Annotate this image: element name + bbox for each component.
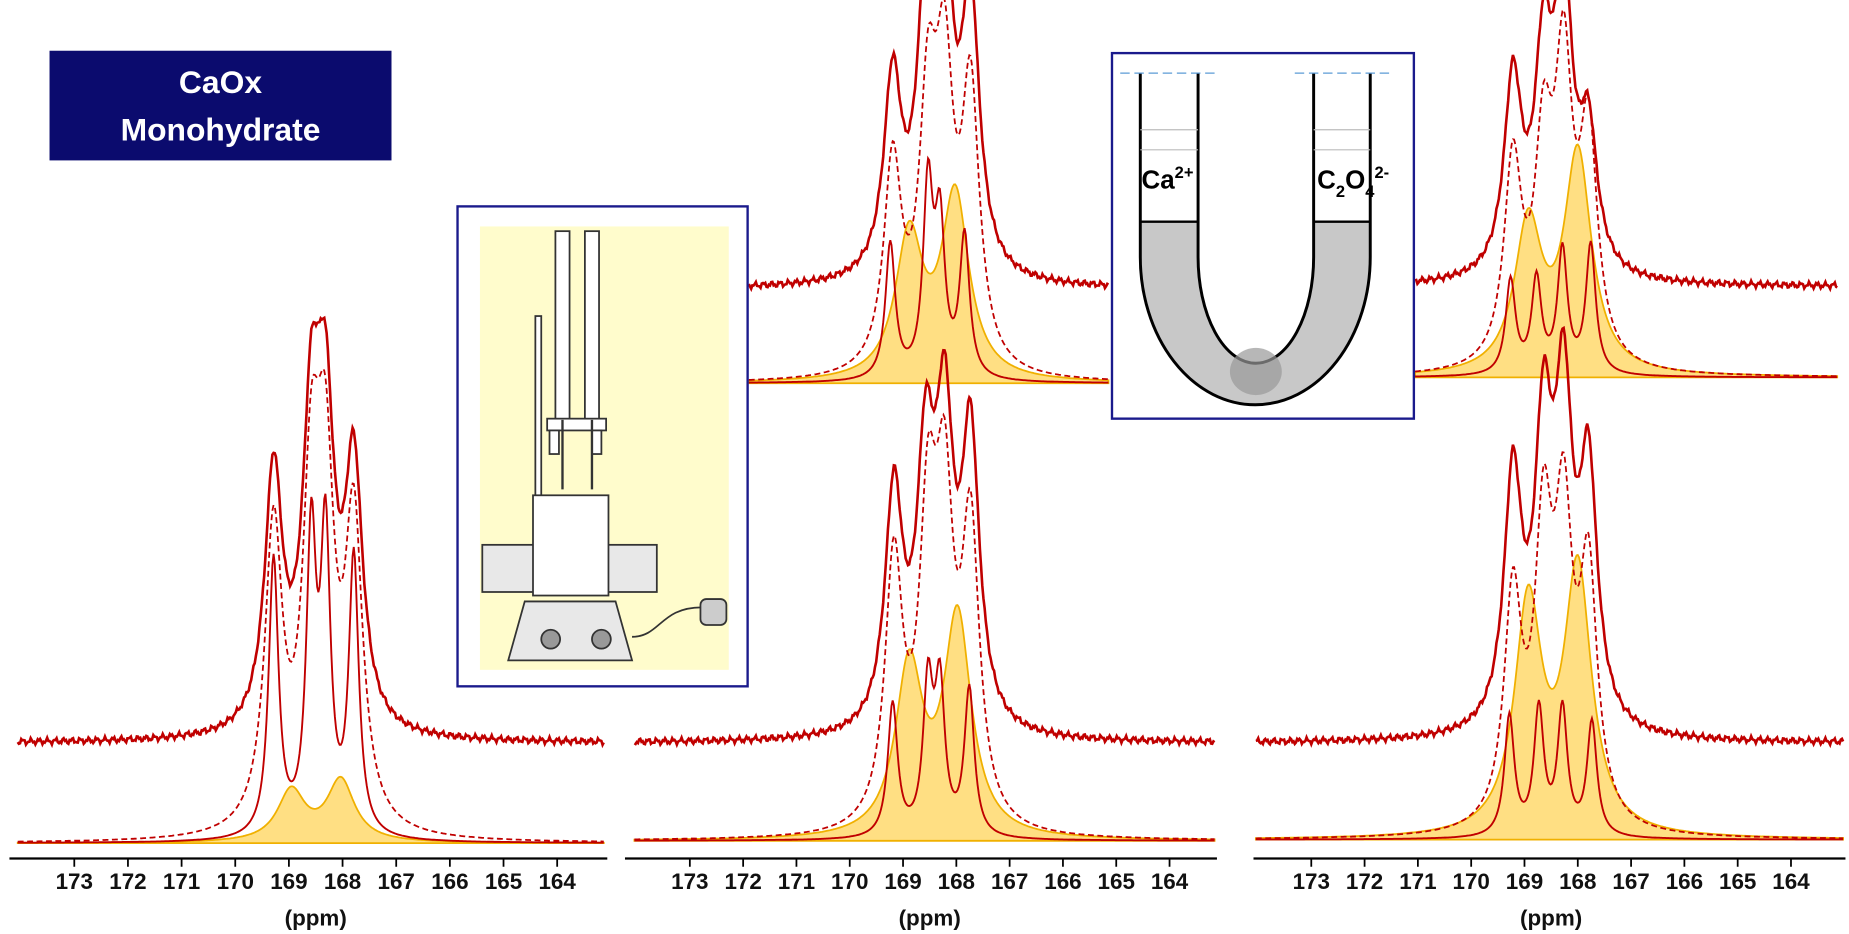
tick-label: 169: [884, 869, 921, 894]
tick-label: 168: [324, 869, 361, 894]
ion-label: Ca2+: [1141, 164, 1193, 195]
tick-label: 164: [1151, 869, 1189, 894]
tick-label: 165: [1098, 869, 1135, 894]
tick-label: 165: [1719, 869, 1756, 894]
ion-text: O: [1345, 167, 1365, 195]
deconvolution: [634, 656, 1215, 842]
tick-label: 173: [56, 869, 93, 894]
simulated-spectrum: [634, 412, 1215, 841]
tick-label: 167: [991, 869, 1028, 894]
tick-label: 172: [109, 869, 146, 894]
spectra: [16, 0, 1845, 845]
label-box: [49, 50, 392, 161]
label-line: CaOx: [179, 64, 262, 100]
ion-text: Ca: [1141, 167, 1175, 195]
deconvolution: [1255, 699, 1844, 841]
tick-label: 172: [1346, 869, 1383, 894]
deconvolution: [1415, 240, 1838, 379]
deconvolution: [748, 155, 1109, 384]
ion-sup: 2+: [1175, 164, 1194, 182]
ion-sub: 4: [1365, 183, 1375, 201]
axis-label: (ppm): [899, 906, 961, 931]
tick-label: 167: [378, 869, 415, 894]
tick-label: 167: [1612, 869, 1649, 894]
u-tube-inset: Ca2+ C2O42-: [1110, 51, 1416, 420]
tick-label: 170: [831, 869, 868, 894]
deconvolution: [17, 493, 604, 844]
tick-label: 164: [1772, 869, 1810, 894]
tick-label: 171: [778, 869, 815, 894]
simulated-spectrum: [748, 0, 1109, 381]
tick-label: 173: [671, 869, 708, 894]
experimental-spectrum: [633, 348, 1216, 749]
tick-label: 172: [724, 869, 761, 894]
tick-label: 169: [1506, 869, 1543, 894]
experimental-spectrum: [1255, 325, 1845, 749]
axis-label: (ppm): [285, 906, 347, 931]
fit-component: [747, 183, 1110, 385]
simulated-spectrum: [17, 367, 604, 843]
ion-sup: 2-: [1374, 164, 1389, 182]
tick-label: 170: [217, 869, 254, 894]
simulated-spectrum: [1255, 451, 1844, 840]
apparatus-inset: [456, 205, 749, 688]
tick-label: 170: [1453, 869, 1490, 894]
experimental-spectrum: [747, 0, 1110, 293]
tick-label: 171: [1399, 869, 1436, 894]
tick-label: 173: [1293, 869, 1330, 894]
ion-label: C2O42-: [1317, 164, 1389, 201]
tick-label: 166: [431, 869, 468, 894]
experimental-spectrum: [16, 315, 605, 749]
tick-label: 168: [1559, 869, 1596, 894]
ion-sub: 2: [1336, 183, 1345, 201]
tick-label: 164: [538, 869, 576, 894]
axis-label: (ppm): [1520, 906, 1582, 931]
tick-label: 166: [1044, 869, 1081, 894]
ion-text: C: [1317, 167, 1336, 195]
tick-label: 166: [1666, 869, 1703, 894]
tick-label: 171: [163, 869, 200, 894]
label-line: Monohydrate: [121, 111, 321, 147]
tick-label: 165: [485, 869, 522, 894]
experimental-spectrum: [1414, 0, 1838, 293]
simulated-spectrum: [1414, 7, 1838, 377]
axes: 173 172 171 170 169 168 167 166 165 164 (ppm) 173 17…: [9, 857, 1846, 931]
tick-label: 169: [270, 869, 307, 894]
tick-label: 168: [938, 869, 975, 894]
